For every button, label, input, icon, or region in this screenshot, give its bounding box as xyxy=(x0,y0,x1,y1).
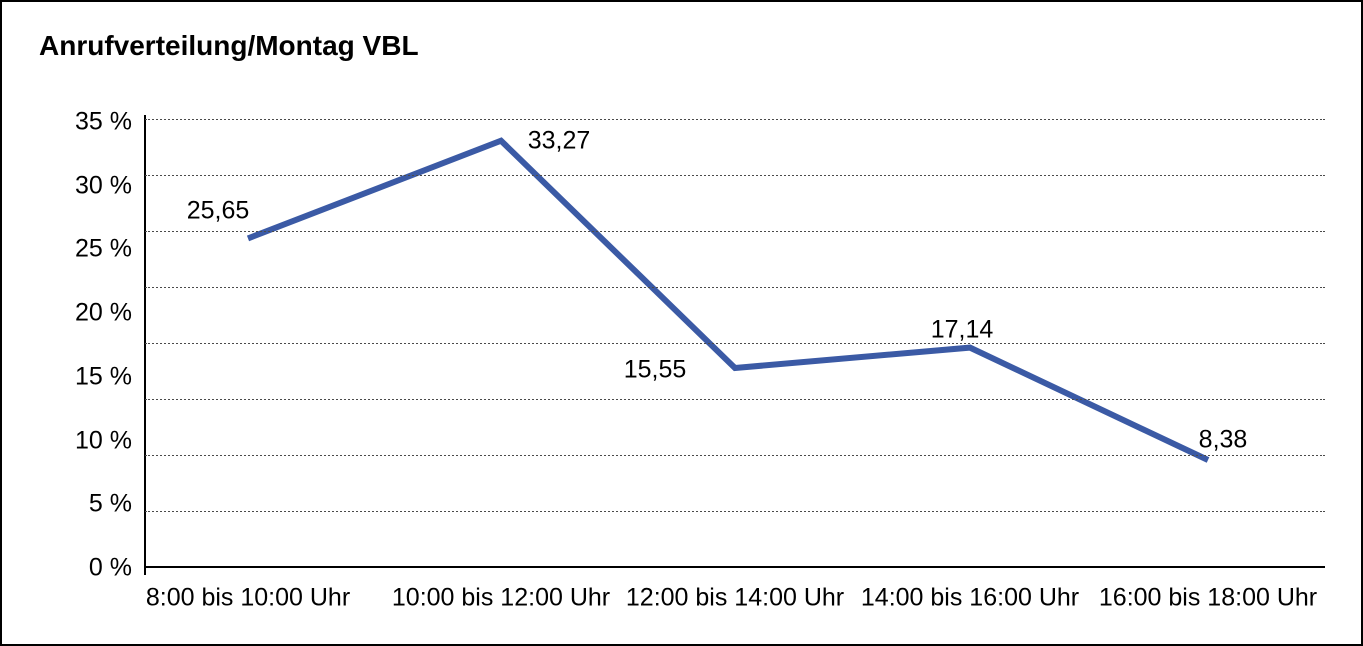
gridline xyxy=(145,286,1325,288)
y-tick-label: 0 % xyxy=(88,553,132,582)
data-point-label: 15,55 xyxy=(623,355,687,384)
y-tick-label: 20 % xyxy=(75,298,132,327)
gridline xyxy=(145,455,1325,457)
y-tick-label: 15 % xyxy=(75,362,132,391)
data-point-label: 17,14 xyxy=(930,315,994,344)
y-tick-label: 30 % xyxy=(75,171,132,200)
y-tick-label: 25 % xyxy=(75,234,132,263)
x-tick-label: 14:00 bis 16:00 Uhr xyxy=(860,583,1080,612)
y-tick-label: 5 % xyxy=(88,489,132,518)
gridline xyxy=(145,230,1325,232)
x-tick-label: 10:00 bis 12:00 Uhr xyxy=(391,583,611,612)
gridline xyxy=(145,118,1325,120)
data-series-line xyxy=(246,137,1210,463)
gridline xyxy=(145,174,1325,176)
chart-title: Anrufverteilung/Montag VBL xyxy=(39,30,419,61)
x-tick-label: 16:00 bis 18:00 Uhr xyxy=(1098,583,1318,612)
x-tick-label: 12:00 bis 14:00 Uhr xyxy=(625,583,845,612)
gridline xyxy=(145,343,1325,344)
x-axis-line xyxy=(144,566,1325,568)
data-point-label: 33,27 xyxy=(527,126,591,155)
data-point-label: 8,38 xyxy=(1198,425,1248,454)
y-tick-label: 35 % xyxy=(75,107,132,136)
gridline xyxy=(145,399,1325,401)
data-point-label: 25,65 xyxy=(186,196,250,225)
y-axis-line xyxy=(144,115,146,575)
y-tick-label: 10 % xyxy=(75,426,132,455)
x-tick-label: 8:00 bis 10:00 Uhr xyxy=(145,583,351,612)
gridline xyxy=(145,511,1325,513)
